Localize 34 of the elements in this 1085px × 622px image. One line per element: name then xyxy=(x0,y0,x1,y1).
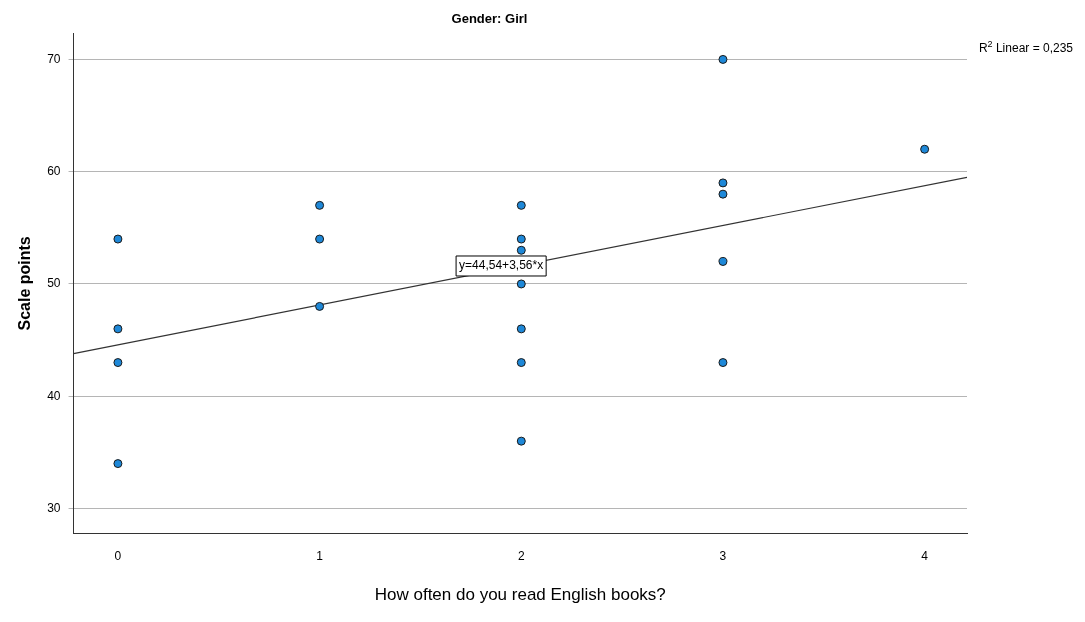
point xyxy=(113,358,123,368)
point xyxy=(718,358,728,368)
point xyxy=(920,144,930,154)
point xyxy=(113,234,123,244)
point xyxy=(516,324,526,334)
y-tick-label: 40 xyxy=(47,388,61,403)
point xyxy=(718,257,728,267)
x-tick-label: 0 xyxy=(114,548,122,563)
point xyxy=(718,178,728,188)
annotation: y=44,54+3,56*x xyxy=(459,258,544,273)
chart-title: Gender: Girl xyxy=(451,11,528,27)
point xyxy=(718,54,728,64)
y-tick-label: 70 xyxy=(47,51,61,66)
point xyxy=(113,324,123,334)
point xyxy=(516,200,526,210)
point xyxy=(718,189,728,199)
y-tick-label: 30 xyxy=(47,500,61,515)
point xyxy=(113,459,123,469)
x-tick-label: 3 xyxy=(719,548,727,563)
point xyxy=(315,301,325,311)
point xyxy=(516,279,526,289)
y-tick-label: 50 xyxy=(47,276,61,291)
point xyxy=(315,234,325,244)
y-axis-title: Scale points xyxy=(16,236,34,331)
point xyxy=(315,200,325,210)
point xyxy=(516,245,526,255)
x-axis-title: How often do you read English books? xyxy=(374,585,666,605)
x-tick-label: 2 xyxy=(517,548,525,563)
point xyxy=(516,234,526,244)
point xyxy=(516,358,526,368)
x-tick-label: 1 xyxy=(316,548,324,563)
y-tick-label: 60 xyxy=(47,164,61,178)
x-tick-label: 4 xyxy=(921,548,929,563)
point xyxy=(516,436,526,446)
